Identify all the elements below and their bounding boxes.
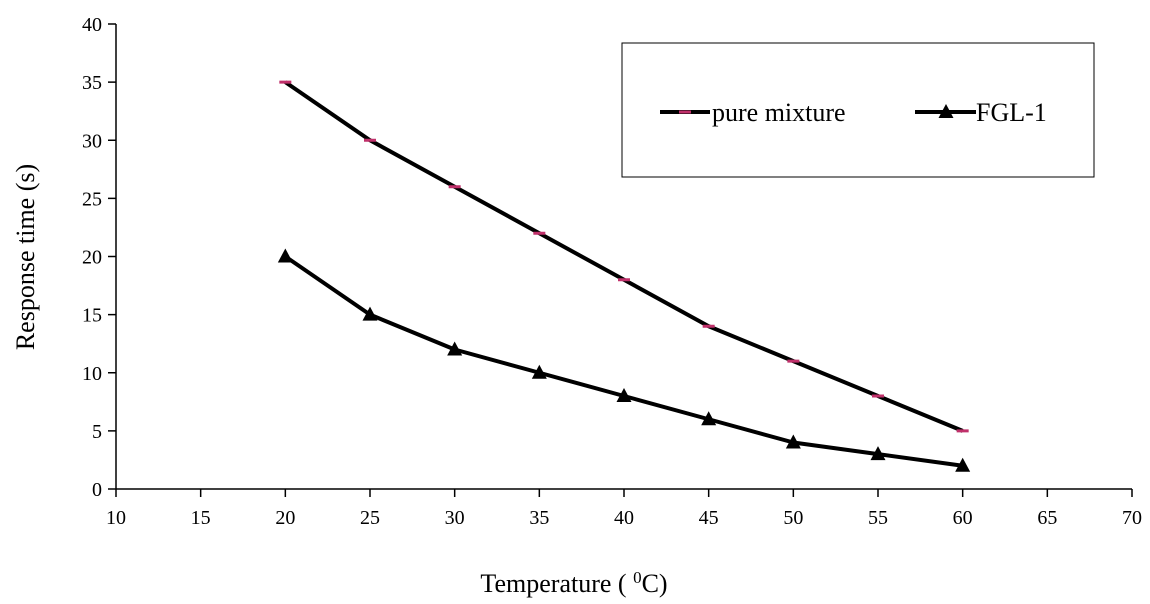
data-point-fgl-1 [616, 388, 632, 402]
x-tick-label: 55 [868, 507, 888, 529]
x-axis-label-superscript: 0 [633, 568, 642, 587]
x-axis-ticks: 10 15 20 25 30 35 40 45 50 55 60 65 70 [106, 489, 1142, 529]
data-point-fgl-1 [870, 446, 886, 461]
series-line-fgl-1 [284, 254, 963, 468]
data-point-fgl-1 [531, 364, 547, 379]
x-tick-label: 25 [360, 507, 380, 529]
y-axis-ticks: 0 5 10 15 20 25 30 35 40 [82, 14, 116, 501]
x-tick-label: 30 [445, 507, 465, 529]
x-tick-label: 65 [1037, 507, 1057, 529]
x-axis-label: Temperature ( 0C) [480, 568, 667, 598]
data-point-fgl-1 [701, 411, 717, 426]
x-tick-label: 60 [953, 507, 973, 529]
y-tick-label: 5 [92, 421, 102, 443]
y-tick-label: 40 [82, 14, 102, 36]
legend: pure mixture FGL-1 [621, 42, 1095, 178]
legend-label-pure-mixture: pure mixture [712, 98, 846, 127]
x-tick-label: 50 [783, 507, 803, 529]
x-tick-label: 45 [699, 507, 719, 529]
x-tick-label: 20 [275, 507, 295, 529]
data-point-fgl-1 [447, 341, 463, 356]
y-tick-label: 15 [82, 305, 102, 327]
legend-marker-fgl-1 [938, 104, 954, 118]
series-layer [277, 80, 971, 472]
data-point-fgl-1 [785, 434, 801, 449]
y-axis-label: Response time (s) [11, 164, 40, 350]
x-axis-label-text: Temperature ( [480, 569, 633, 598]
y-tick-label: 10 [82, 363, 102, 385]
data-point-fgl-1 [277, 248, 293, 263]
x-tick-label: 40 [614, 507, 634, 529]
x-tick-label: 15 [191, 507, 211, 529]
y-tick-label: 0 [92, 479, 102, 501]
data-point-fgl-1 [955, 457, 971, 472]
x-tick-label: 70 [1122, 507, 1142, 529]
x-axis-label-unit: C) [642, 569, 668, 598]
legend-label-fgl-1: FGL-1 [976, 98, 1047, 127]
x-tick-label: 35 [529, 507, 549, 529]
y-tick-label: 25 [82, 188, 102, 210]
y-tick-label: 35 [82, 72, 102, 94]
y-tick-label: 20 [82, 247, 102, 269]
data-point-fgl-1 [362, 306, 378, 321]
y-tick-label: 30 [82, 130, 102, 152]
x-tick-label: 10 [106, 507, 126, 529]
